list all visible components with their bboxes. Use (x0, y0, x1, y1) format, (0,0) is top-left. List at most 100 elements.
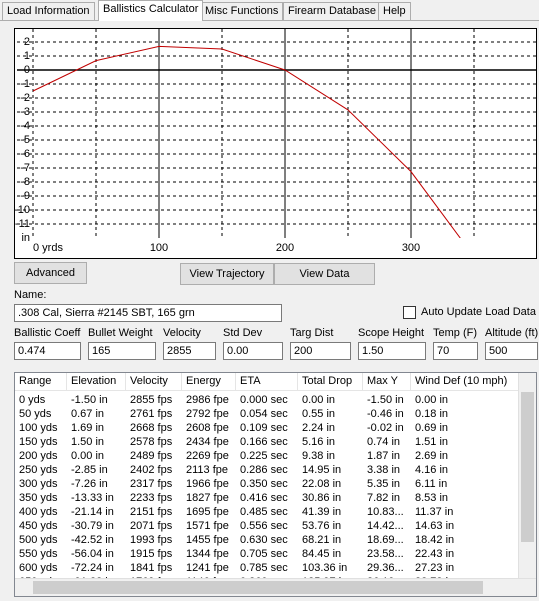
table-cell: 22.43 in (415, 548, 455, 560)
name-input[interactable]: .308 Cal, Sierra #2145 SBT, 165 grn (14, 304, 282, 322)
table-cell: 2668 fps (130, 422, 173, 434)
field-input[interactable]: 500 (485, 342, 538, 360)
tab[interactable]: Load Information (2, 2, 95, 20)
field-input[interactable]: 2855 (163, 342, 216, 360)
field-input[interactable]: 70 (433, 342, 478, 360)
table-cell: -0.02 in (367, 422, 404, 434)
tab[interactable]: Ballistics Calculator (98, 0, 204, 21)
table-cell: 68.21 in (302, 534, 342, 546)
table-cell: 1.50 in (71, 436, 105, 448)
table-cell: 0.166 sec (240, 436, 288, 448)
tab-line (0, 20, 539, 21)
table-cell: 0.054 sec (240, 408, 288, 420)
table-cell: 30.86 in (302, 492, 342, 504)
column-header[interactable]: Energy (182, 373, 236, 391)
x-tick-label: 0 yrds (33, 242, 63, 254)
table-cell: 27.23 in (415, 562, 455, 574)
table-cell: 2402 fps (130, 464, 173, 476)
field-label: Altitude (ft) (485, 327, 539, 339)
y-tick-label: in (21, 232, 30, 244)
x-tick-label: 100 (150, 242, 168, 254)
y-tick-label: -5 (20, 134, 30, 146)
y-tick-label: -3 (20, 106, 30, 118)
table-cell: 4.16 in (415, 464, 449, 476)
trajectory-chart: 2 1 0 -1 -2 -3 -4 -5 -6 -7 -8 -9 -10 -11 in0 yrds 100 20… (14, 28, 537, 259)
table-cell: 18.42 in (415, 534, 455, 546)
table-cell: -42.52 in (71, 534, 114, 546)
results-table: Range Elevation Velocity Energy ETA Total Dro… (14, 372, 537, 597)
table-cell: 14.63 in (415, 520, 455, 532)
y-tick-label: -6 (20, 148, 30, 160)
x-tick-label: 200 (276, 242, 294, 254)
field-label: Velocity (163, 327, 201, 339)
field-input[interactable]: 165 (88, 342, 156, 360)
table-cell: -30.79 in (71, 520, 114, 532)
y-tick-label: -10 (14, 204, 30, 216)
table-cell: 0.556 sec (240, 520, 288, 532)
table-cell: 0.000 sec (240, 394, 288, 406)
table-cell: 0.225 sec (240, 450, 288, 462)
column-header[interactable]: Max Y (363, 373, 411, 391)
y-tick-label: 2 (24, 36, 30, 48)
tab[interactable]: Help (378, 2, 411, 20)
column-header[interactable]: Wind Def (10 mph) (411, 373, 521, 391)
view-data-button[interactable]: View Data (274, 263, 375, 285)
auto-update-label: Auto Update Load Data (421, 306, 536, 318)
table-cell: 11.37 in (415, 506, 454, 518)
table-cell: 1.69 in (71, 422, 105, 434)
table-cell: 0.416 sec (240, 492, 288, 504)
field-input[interactable]: 1.50 (358, 342, 426, 360)
table-cell: 9.38 in (302, 450, 336, 462)
column-header[interactable]: Range (15, 373, 67, 391)
column-header[interactable]: ETA (236, 373, 298, 391)
table-cell: 7.82 in (367, 492, 401, 504)
field-label: Bullet Weight (88, 327, 153, 339)
field-label: Scope Height (358, 327, 425, 339)
table-cell: 2151 fps (130, 506, 173, 518)
table-cell: 600 yds (19, 562, 58, 574)
table-cell: 2.69 in (415, 450, 449, 462)
vertical-scrollbar-thumb[interactable] (521, 392, 534, 542)
tab[interactable]: Firearm Database (283, 2, 382, 20)
column-header[interactable]: Elevation (67, 373, 126, 391)
table-cell: 350 yds (19, 492, 58, 504)
table-cell: 8.53 in (415, 492, 449, 504)
table-cell: 2761 fps (130, 408, 173, 420)
field-label: Targ Dist (290, 327, 334, 339)
table-cell: 0.00 in (302, 394, 336, 406)
x-tick-label: 300 (402, 242, 420, 254)
table-cell: 2608 fpe (186, 422, 229, 434)
table-cell: -56.04 in (71, 548, 114, 560)
table-cell: 2233 fps (130, 492, 173, 504)
table-cell: 0.109 sec (240, 422, 288, 434)
advanced-button[interactable]: Advanced (14, 262, 87, 284)
y-tick-label: 1 (24, 50, 30, 62)
table-cell: 1.51 in (415, 436, 449, 448)
table-cell: 500 yds (19, 534, 58, 546)
table-cell: 18.69... (367, 534, 404, 546)
table-cell: -7.26 in (71, 478, 108, 490)
auto-update-checkbox[interactable] (403, 306, 416, 319)
table-cell: 14.95 in (302, 464, 342, 476)
table-cell: 250 yds (19, 464, 58, 476)
column-header[interactable]: Velocity (126, 373, 182, 391)
y-tick-label: -7 (20, 162, 30, 174)
table-cell: 50 yds (19, 408, 52, 420)
table-cell: 0.67 in (71, 408, 105, 420)
table-cell: 1241 fpe (186, 562, 229, 574)
table-cell: 22.08 in (302, 478, 342, 490)
table-cell: 2792 fpe (186, 408, 229, 420)
table-cell: -72.24 in (71, 562, 114, 574)
view-trajectory-button[interactable]: View Trajectory (180, 263, 274, 285)
column-header[interactable]: Total Drop (298, 373, 363, 391)
table-cell: 2113 fpe (186, 464, 229, 476)
table-cell: 2986 fpe (186, 394, 229, 406)
field-input[interactable]: 200 (290, 342, 351, 360)
field-input[interactable]: 0.00 (223, 342, 283, 360)
tab[interactable]: Misc Functions (200, 2, 284, 20)
horizontal-scrollbar-thumb[interactable] (33, 581, 483, 594)
field-input[interactable]: 0.474 (14, 342, 81, 360)
table-cell: 1841 fps (130, 562, 173, 574)
field-label: Ballistic Coeff (14, 327, 81, 339)
